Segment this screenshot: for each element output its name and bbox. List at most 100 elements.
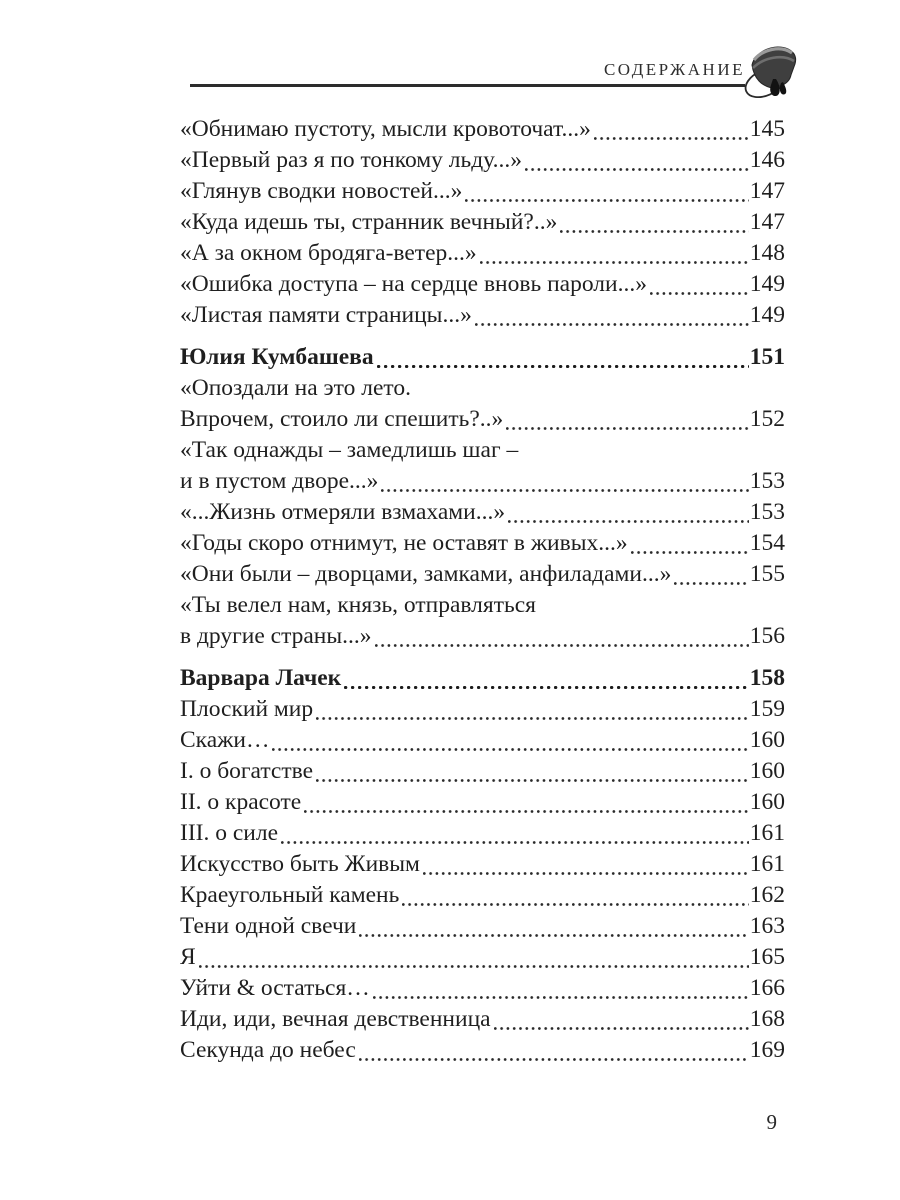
toc-title: Варвара Лачек bbox=[180, 665, 342, 691]
toc-row: Краеугольный камень 162 bbox=[180, 880, 785, 911]
toc-title: «Годы скоро отнимут, не оставят в живых.… bbox=[180, 530, 628, 556]
toc-entry: Плоский мир 159 bbox=[180, 694, 785, 725]
toc-title: II. о красоте bbox=[180, 789, 302, 815]
toc-page-number: 149 bbox=[749, 271, 785, 297]
toc-entry: III. о силе 161 bbox=[180, 818, 785, 849]
toc-row: Я 165 bbox=[180, 942, 785, 973]
dot-leader bbox=[374, 621, 749, 652]
toc-section-heading: Юлия Кумбашева 151 bbox=[180, 342, 785, 373]
toc-row: Плоский мир 159 bbox=[180, 694, 785, 725]
toc-title: «Глянув сводки новостей...» bbox=[180, 178, 463, 204]
dot-leader bbox=[376, 342, 749, 373]
toc-title: Я bbox=[180, 944, 196, 970]
toc-entry: «Ошибка доступа – на сердце вновь пароли… bbox=[180, 269, 785, 300]
toc-entry: «Глянув сводки новостей...» 147 bbox=[180, 176, 785, 207]
toc-row: «Глянув сводки новостей...» 147 bbox=[180, 176, 785, 207]
dot-leader bbox=[560, 207, 750, 238]
toc-page-number: 162 bbox=[749, 882, 785, 908]
header-rule bbox=[190, 84, 745, 87]
toc-title: «Так однажды – замедлишь шаг – bbox=[180, 437, 519, 463]
page-header: СОДЕРЖАНИЕ bbox=[190, 0, 797, 99]
toc-entry: Скажи… 160 bbox=[180, 725, 785, 756]
toc-entry: «Листая памяти страницы...» 149 bbox=[180, 300, 785, 331]
toc-entry: Я 165 bbox=[180, 942, 785, 973]
toc-title: Юлия Кумбашева bbox=[180, 344, 374, 370]
toc-row: «Так однажды – замедлишь шаг – bbox=[180, 435, 785, 466]
toc-row: Скажи… 160 bbox=[180, 725, 785, 756]
toc-page-number: 153 bbox=[749, 499, 785, 525]
toc-entry: «Куда идешь ты, странник вечный?..» 147 bbox=[180, 207, 785, 238]
toc-page-number: 154 bbox=[749, 530, 785, 556]
dot-leader bbox=[506, 404, 750, 435]
toc-title: «А за окном бродяга-ветер...» bbox=[180, 240, 477, 266]
toc-row: «Первый раз я по тонкому льду...» 146 bbox=[180, 145, 785, 176]
dot-leader bbox=[198, 942, 749, 973]
toc-row: Впрочем, стоило ли спешить?..» 152 bbox=[180, 404, 785, 435]
toc-row: «Куда идешь ты, странник вечный?..» 147 bbox=[180, 207, 785, 238]
toc-entry: II. о красоте 160 bbox=[180, 787, 785, 818]
toc-title: Плоский мир bbox=[180, 696, 314, 722]
toc-page-number: 156 bbox=[749, 623, 785, 649]
toc-entry: Иди, иди, вечная девственница 168 bbox=[180, 1004, 785, 1035]
toc-title: Искусство быть Живым bbox=[180, 851, 420, 877]
dot-leader bbox=[422, 849, 749, 880]
toc-title: Уйти & остаться… bbox=[180, 975, 370, 1001]
toc-page-number: 148 bbox=[749, 240, 785, 266]
toc-page-number: 169 bbox=[749, 1037, 785, 1063]
toc-title: Краеугольный камень bbox=[180, 882, 400, 908]
dot-leader bbox=[649, 269, 749, 300]
toc-list: «Обнимаю пустоту, мысли кровоточат...» 14… bbox=[180, 114, 785, 1066]
toc-entry: «Обнимаю пустоту, мысли кровоточат...» 14… bbox=[180, 114, 785, 145]
page-footer: 9 bbox=[180, 1110, 785, 1135]
toc-page-number: 161 bbox=[749, 820, 785, 846]
toc-page-number: 145 bbox=[749, 116, 785, 142]
toc-row: Иди, иди, вечная девственница 168 bbox=[180, 1004, 785, 1035]
dot-leader bbox=[465, 176, 750, 207]
toc-title: Иди, иди, вечная девственница bbox=[180, 1006, 491, 1032]
toc-entry: «...Жизнь отмеряли взмахами...» 153 bbox=[180, 497, 785, 528]
dot-leader bbox=[272, 725, 750, 756]
dot-leader bbox=[359, 911, 750, 942]
toc-page-number: 160 bbox=[749, 789, 785, 815]
toc-entry: «Годы скоро отнимут, не оставят в живых.… bbox=[180, 528, 785, 559]
toc-entry: Секунда до небес 169 bbox=[180, 1035, 785, 1066]
toc-row: «Обнимаю пустоту, мысли кровоточат...» 14… bbox=[180, 114, 785, 145]
dot-leader bbox=[344, 663, 749, 694]
toc-title: Скажи… bbox=[180, 727, 270, 753]
toc-row: «А за окном бродяга-ветер...» 148 bbox=[180, 238, 785, 269]
toc-row: «...Жизнь отмеряли взмахами...» 153 bbox=[180, 497, 785, 528]
toc-entry: Уйти & остаться… 166 bbox=[180, 973, 785, 1004]
dot-leader bbox=[674, 559, 750, 590]
toc-title: I. о богатстве bbox=[180, 758, 314, 784]
toc-row: «Ошибка доступа – на сердце вновь пароли… bbox=[180, 269, 785, 300]
toc-title: Впрочем, стоило ли спешить?..» bbox=[180, 406, 504, 432]
dot-leader bbox=[524, 145, 749, 176]
toc-row: Искусство быть Живым 161 bbox=[180, 849, 785, 880]
toc-row: Варвара Лачек 158 bbox=[180, 663, 785, 694]
header-row: СОДЕРЖАНИЕ bbox=[190, 0, 745, 84]
dot-leader bbox=[358, 1035, 749, 1066]
toc-page-number: 160 bbox=[749, 727, 785, 753]
dot-leader bbox=[372, 973, 749, 1004]
toc-row: II. о красоте 160 bbox=[180, 787, 785, 818]
toc-entry: Искусство быть Живым 161 bbox=[180, 849, 785, 880]
toc-page-number: 166 bbox=[749, 975, 785, 1001]
toc-title: «Опоздали на это лето. bbox=[180, 375, 411, 401]
dot-leader bbox=[316, 756, 749, 787]
dot-leader bbox=[479, 238, 749, 269]
toc-row: «Опоздали на это лето. bbox=[180, 373, 785, 404]
toc-row: Уйти & остаться… 166 bbox=[180, 973, 785, 1004]
toc-page-number: 158 bbox=[749, 665, 785, 691]
toc-row: и в пустом дворе...» 153 bbox=[180, 466, 785, 497]
contents-heading: СОДЕРЖАНИЕ bbox=[603, 60, 745, 79]
toc-row: «Годы скоро отнимут, не оставят в живых.… bbox=[180, 528, 785, 559]
dot-leader bbox=[304, 787, 749, 818]
toc-entry: «Ты велел нам, князь, отправляться в друг… bbox=[180, 590, 785, 652]
toc-entry: «Опоздали на это лето. Впрочем, стоило ли… bbox=[180, 373, 785, 435]
toc-entry: «А за окном бродяга-ветер...» 148 bbox=[180, 238, 785, 269]
toc-row: «Листая памяти страницы...» 149 bbox=[180, 300, 785, 331]
toc-entry: «Первый раз я по тонкому льду...» 146 bbox=[180, 145, 785, 176]
toc-page-number: 153 bbox=[749, 468, 785, 494]
toc-page-number: 147 bbox=[749, 209, 785, 235]
